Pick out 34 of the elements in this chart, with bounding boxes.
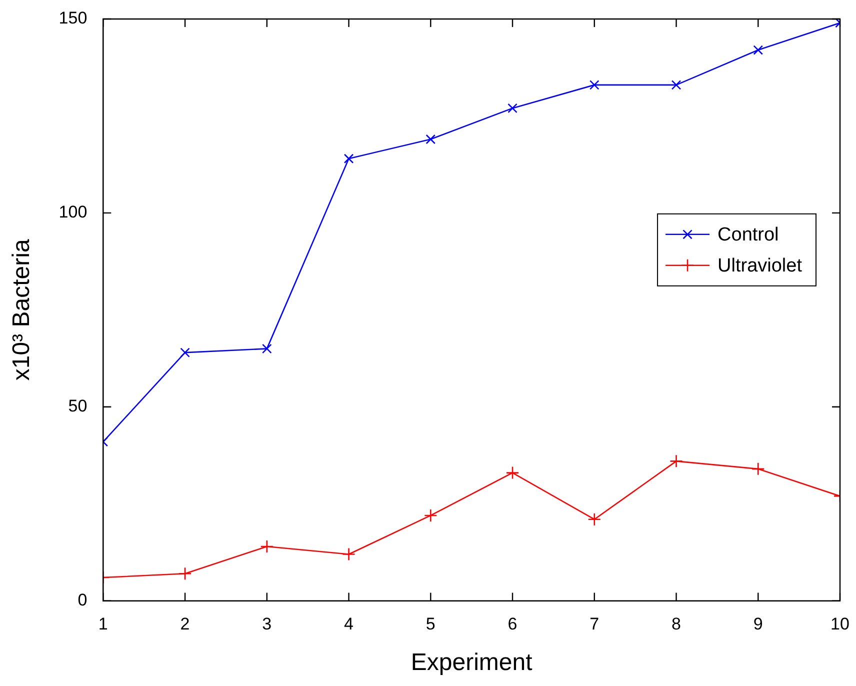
x-tick-label: 7	[590, 614, 600, 634]
x-tick-label: 1	[98, 614, 108, 634]
point	[671, 80, 682, 90]
point	[751, 462, 765, 476]
point	[506, 466, 520, 480]
x-axis-title: Experiment	[410, 649, 533, 676]
x-tick-label: 2	[180, 614, 190, 634]
point	[344, 154, 354, 164]
point	[180, 348, 190, 358]
x-tick-label: 3	[262, 614, 272, 634]
y-axis-title: x10³ Bacteria	[8, 238, 36, 381]
point	[260, 540, 274, 554]
point	[178, 567, 192, 580]
y-tick-label: 100	[58, 202, 88, 222]
x-tick-label: 8	[672, 614, 681, 634]
point	[670, 454, 683, 468]
x-tick-label: 4	[344, 614, 354, 634]
x-tick-label: 6	[508, 614, 518, 634]
point	[426, 134, 436, 144]
point	[424, 508, 438, 522]
legend-label: Control	[718, 224, 779, 246]
legend-label: Ultraviolet	[718, 256, 803, 277]
point	[262, 344, 272, 354]
point	[508, 103, 518, 114]
point	[753, 45, 764, 55]
point	[342, 548, 356, 561]
y-tick-label: 150	[58, 8, 88, 28]
point	[588, 512, 602, 526]
point	[589, 80, 600, 90]
x-tick-label: 5	[426, 614, 436, 634]
x-tick-label: 9	[753, 614, 763, 634]
y-tick-label: 0	[78, 590, 88, 610]
y-tick-label: 50	[68, 396, 88, 416]
x-tick-label: 10	[830, 614, 850, 634]
